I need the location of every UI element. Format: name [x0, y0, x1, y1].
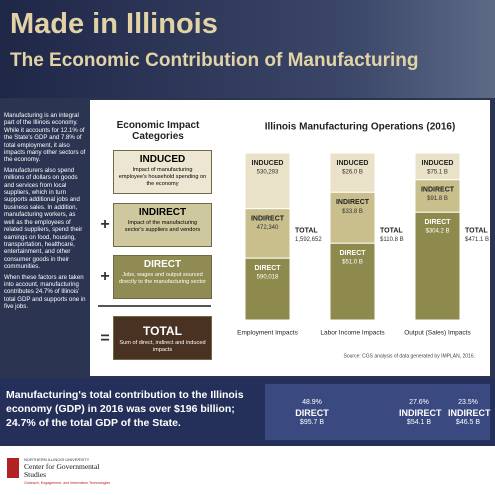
categories-title: Economic Impact Categories	[116, 120, 200, 142]
category-description: Sum of direct, indirect and induced impa…	[119, 340, 206, 353]
category-name: DIRECT	[143, 259, 182, 270]
subtitle: The Economic Contribution of Manufacturi…	[10, 50, 419, 71]
center-name: Center for Governmental Studies	[24, 462, 100, 479]
logo	[7, 458, 19, 478]
bar-segment	[414, 152, 461, 181]
stat-percent: 23.5%	[458, 399, 478, 406]
title: Made in Illinois	[10, 8, 218, 40]
footer-bg	[0, 446, 495, 495]
stat-percent: 48.9%	[302, 399, 322, 406]
bar-segment	[329, 152, 376, 193]
segment-value: $26.0 B	[342, 170, 363, 176]
total-value: $110.8 B	[380, 237, 404, 243]
stat-amount: $95.7 B	[299, 419, 325, 426]
stat-percent: 27.6%	[409, 399, 429, 406]
category-description: Impact of manufacturing employee's house…	[118, 167, 207, 187]
segment-value: $304.2 B	[425, 229, 449, 235]
category-label: Output (Sales) Impacts	[404, 330, 471, 337]
segment-value: $75.1 B	[427, 170, 448, 176]
segment-value: 530,293	[257, 170, 279, 176]
stats-bg	[265, 384, 490, 440]
category-description: Impact of the manufacturing sector's sup…	[124, 220, 201, 233]
bar-segment	[329, 242, 376, 321]
bar-segment	[414, 211, 461, 321]
stat: 48.9% DIRECT $95.7 B	[292, 398, 332, 428]
sidebar-paragraph: When these factors are taken into accoun…	[4, 273, 86, 311]
operator: +	[100, 216, 110, 233]
category-box: INDUCED Impact of manufacturing employee…	[113, 150, 212, 194]
total-name: TOTAL	[380, 227, 403, 234]
segment-name: DIRECT	[424, 219, 451, 226]
stat-name: DIRECT	[295, 408, 329, 418]
stat-amount: $54.1 B	[406, 419, 432, 426]
summary-text: Manufacturing's total contribution to th…	[6, 389, 244, 429]
tagline: Outreach, Engagement, and Information Te…	[24, 481, 111, 485]
stat-name: INDIRECT	[448, 408, 491, 418]
stat-amount: $46.5 B	[455, 419, 481, 426]
category-label: Employment Impacts	[237, 330, 298, 337]
segment-name: INDIRECT	[421, 186, 455, 193]
sidebar-paragraph: Manufacturing is an integral part of the…	[4, 112, 86, 164]
category-box: TOTAL Sum of direct, indirect and induce…	[113, 316, 212, 360]
segment-name: INDUCED	[252, 160, 284, 167]
divider	[98, 305, 211, 307]
chart-title: Illinois Manufacturing Operations (2016)	[265, 122, 456, 133]
bar-segment	[244, 152, 291, 210]
segment-name: DIRECT	[254, 265, 281, 272]
bar-segment	[244, 208, 291, 259]
category-label: Labor Income Impacts	[320, 330, 385, 337]
stat: 27.6% INDIRECT $54.1 B	[399, 398, 442, 428]
segment-value: 590,018	[257, 275, 279, 281]
segment-value: $91.8 B	[427, 196, 448, 202]
category-box: DIRECT Jobs, wages and output sourced di…	[113, 255, 212, 299]
category-box: INDIRECT Impact of the manufacturing sec…	[113, 203, 212, 247]
category-name: INDUCED	[139, 154, 186, 165]
segment-value: $51.0 B	[342, 260, 363, 266]
source: Source: CGS analysis of data generated b…	[344, 353, 475, 359]
category-name: TOTAL	[143, 324, 182, 338]
category-description: Jobs, wages and output sourced directly …	[118, 272, 207, 285]
bar-segment	[329, 191, 376, 244]
total-value: $471.1 B	[465, 237, 489, 243]
segment-name: INDUCED	[422, 160, 454, 167]
total-value: 1,592,652	[295, 237, 322, 243]
total-name: TOTAL	[295, 227, 318, 234]
segment-value: $33.8 B	[342, 209, 363, 215]
stat: 23.5% INDIRECT $46.5 B	[448, 398, 491, 428]
stat-name: INDIRECT	[399, 408, 442, 418]
segment-name: INDUCED	[337, 160, 369, 167]
operator: =	[100, 330, 110, 347]
sidebar-paragraph: Manufacturers also spend millions of dol…	[4, 166, 83, 271]
total-name: TOTAL	[465, 227, 488, 234]
sidebar: Manufacturing is an integral part of the…	[4, 112, 86, 314]
segment-value: 472,340	[257, 225, 279, 231]
category-name: INDIRECT	[138, 207, 187, 218]
operator: +	[100, 268, 110, 285]
segment-name: DIRECT	[339, 250, 366, 257]
bar-segment	[244, 257, 291, 321]
university: NORTHERN ILLINOIS UNIVERSITY	[24, 457, 90, 462]
segment-name: INDIRECT	[251, 215, 285, 222]
header-bg	[0, 0, 495, 98]
segment-name: INDIRECT	[336, 199, 370, 206]
